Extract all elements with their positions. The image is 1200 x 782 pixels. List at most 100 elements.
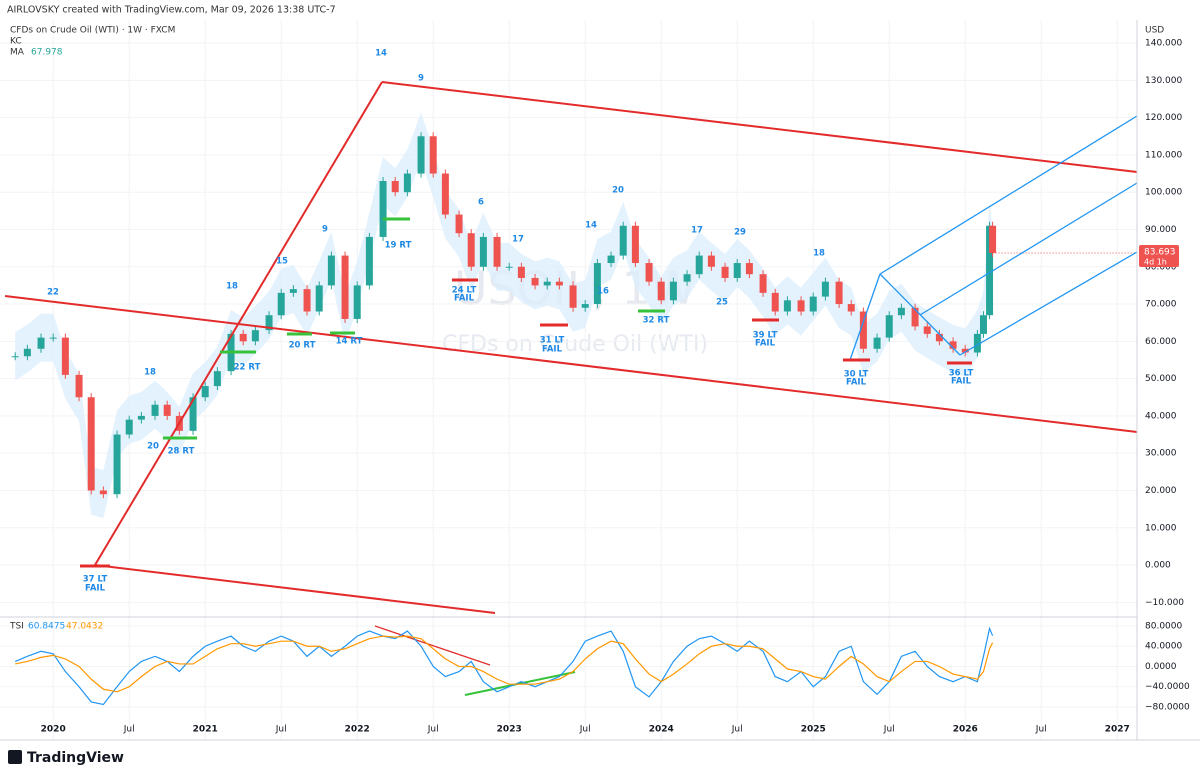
candle-body bbox=[631, 225, 639, 264]
candle-body bbox=[619, 225, 627, 256]
pitchfork-line bbox=[959, 251, 1138, 356]
annotation: FAIL bbox=[542, 345, 563, 355]
y-tick-label: 120.000 bbox=[1145, 113, 1182, 123]
symbol: CFDs on Crude Oil (WTI) · 1W · FXCM bbox=[10, 26, 175, 36]
annotation: 24 LT bbox=[452, 286, 477, 296]
y-tick-label: 80.000 bbox=[1145, 262, 1177, 272]
x-tick-label: 2022 bbox=[345, 725, 370, 735]
candle-body bbox=[113, 434, 121, 495]
candle-body bbox=[303, 289, 311, 312]
y-tick-label: −10.000 bbox=[1145, 598, 1184, 608]
candle-body bbox=[493, 236, 501, 267]
candle-body bbox=[201, 386, 209, 398]
candle-body bbox=[771, 292, 779, 312]
annotation: 20 bbox=[612, 186, 624, 196]
y-tick-label: 110.000 bbox=[1145, 150, 1182, 160]
candle-body bbox=[265, 315, 273, 331]
candle-body bbox=[505, 266, 513, 268]
annotation: 14 bbox=[585, 221, 597, 231]
candle-body bbox=[979, 315, 987, 334]
candle-body bbox=[467, 233, 475, 267]
y-tick-label: 60.000 bbox=[1145, 337, 1177, 347]
y-tick-label: −80.0000 bbox=[1145, 702, 1190, 712]
annotation: 29 bbox=[734, 228, 746, 238]
annotation: 20 bbox=[147, 442, 159, 452]
y-tick-label: 80.0000 bbox=[1145, 621, 1182, 631]
y-tick-label: −40.0000 bbox=[1145, 682, 1190, 692]
annotation: 30 LT bbox=[844, 370, 869, 380]
annotation: 39 LT bbox=[753, 331, 778, 341]
x-tick-label: Jul bbox=[1035, 725, 1047, 735]
y-tick-label: 130.000 bbox=[1145, 76, 1182, 86]
y-tick-label: 140.000 bbox=[1145, 39, 1182, 49]
candle-body bbox=[49, 337, 57, 339]
candle-body bbox=[277, 292, 285, 316]
candle-body bbox=[935, 333, 943, 342]
candle-body bbox=[441, 173, 449, 215]
candle-body bbox=[657, 281, 665, 301]
candle-body bbox=[125, 419, 133, 435]
y-tick-label: 0.000 bbox=[1145, 561, 1171, 571]
y-tick-label: 90.000 bbox=[1145, 225, 1177, 235]
candle-body bbox=[645, 263, 653, 282]
annotation: 37 LT bbox=[83, 575, 108, 585]
last-price-label: 83.693 bbox=[1144, 247, 1176, 257]
candle-body bbox=[353, 285, 361, 319]
ma-label: MA bbox=[10, 48, 25, 58]
annotation: 36 LT bbox=[949, 369, 974, 379]
candle-body bbox=[989, 225, 997, 253]
x-tick-label: 2027 bbox=[1105, 725, 1130, 735]
candle-body bbox=[315, 285, 323, 312]
candle-body bbox=[87, 397, 95, 491]
candle-body bbox=[859, 311, 867, 349]
candle-body bbox=[669, 281, 677, 301]
y-tick-label: 0.0000 bbox=[1145, 662, 1177, 672]
candle-body bbox=[455, 214, 463, 234]
x-tick-label: 2020 bbox=[41, 725, 66, 735]
candle-body bbox=[517, 266, 525, 278]
candle-body bbox=[213, 371, 221, 387]
candle-body bbox=[289, 289, 297, 293]
y-tick-label: 30.000 bbox=[1145, 449, 1177, 459]
pitchfork-line bbox=[919, 182, 1138, 316]
trendline bbox=[94, 81, 383, 566]
annotation: 20 RT bbox=[289, 341, 316, 351]
candle-body bbox=[99, 490, 107, 495]
annotation: 18 bbox=[813, 249, 825, 259]
x-tick-label: 2025 bbox=[801, 725, 826, 735]
ma-value: 67.978 bbox=[31, 48, 63, 58]
candle-body bbox=[607, 255, 615, 264]
y-tick-label: 10.000 bbox=[1145, 523, 1177, 533]
annotation: 22 RT bbox=[234, 363, 261, 373]
candle-body bbox=[695, 255, 703, 275]
trendline bbox=[4, 295, 1138, 433]
y-tick-label: 50.000 bbox=[1145, 374, 1177, 384]
candle-body bbox=[683, 274, 691, 282]
kc-band bbox=[15, 112, 993, 519]
brand-logo: TradingView bbox=[8, 750, 124, 766]
candle-body bbox=[797, 300, 805, 312]
candle-body bbox=[137, 415, 145, 420]
candle-body bbox=[847, 304, 855, 312]
y-tick-label: 40.000 bbox=[1145, 411, 1177, 421]
candle-body bbox=[783, 300, 791, 312]
candle-body bbox=[429, 136, 437, 174]
candle-body bbox=[403, 173, 411, 193]
candle-body bbox=[835, 281, 843, 305]
tsi-divergence bbox=[374, 625, 491, 666]
candle-body bbox=[911, 307, 919, 327]
annotation: 31 LT bbox=[540, 336, 565, 346]
candle-body bbox=[23, 348, 31, 357]
annotation: 18 bbox=[226, 282, 238, 292]
last-price-tag bbox=[1139, 244, 1179, 267]
candle-body bbox=[479, 236, 487, 267]
candle-body bbox=[417, 136, 425, 174]
candle-body bbox=[37, 337, 45, 349]
y-tick-label: 70.000 bbox=[1145, 300, 1177, 310]
candle-body bbox=[365, 236, 373, 286]
plot-area: 22 18 20 28 RT 18 22 RT 15 20 RT 9 14 RT 14 9 19 RT 6… bbox=[0, 20, 1138, 740]
candle-body bbox=[163, 404, 171, 416]
brand: TradingView bbox=[27, 750, 124, 766]
